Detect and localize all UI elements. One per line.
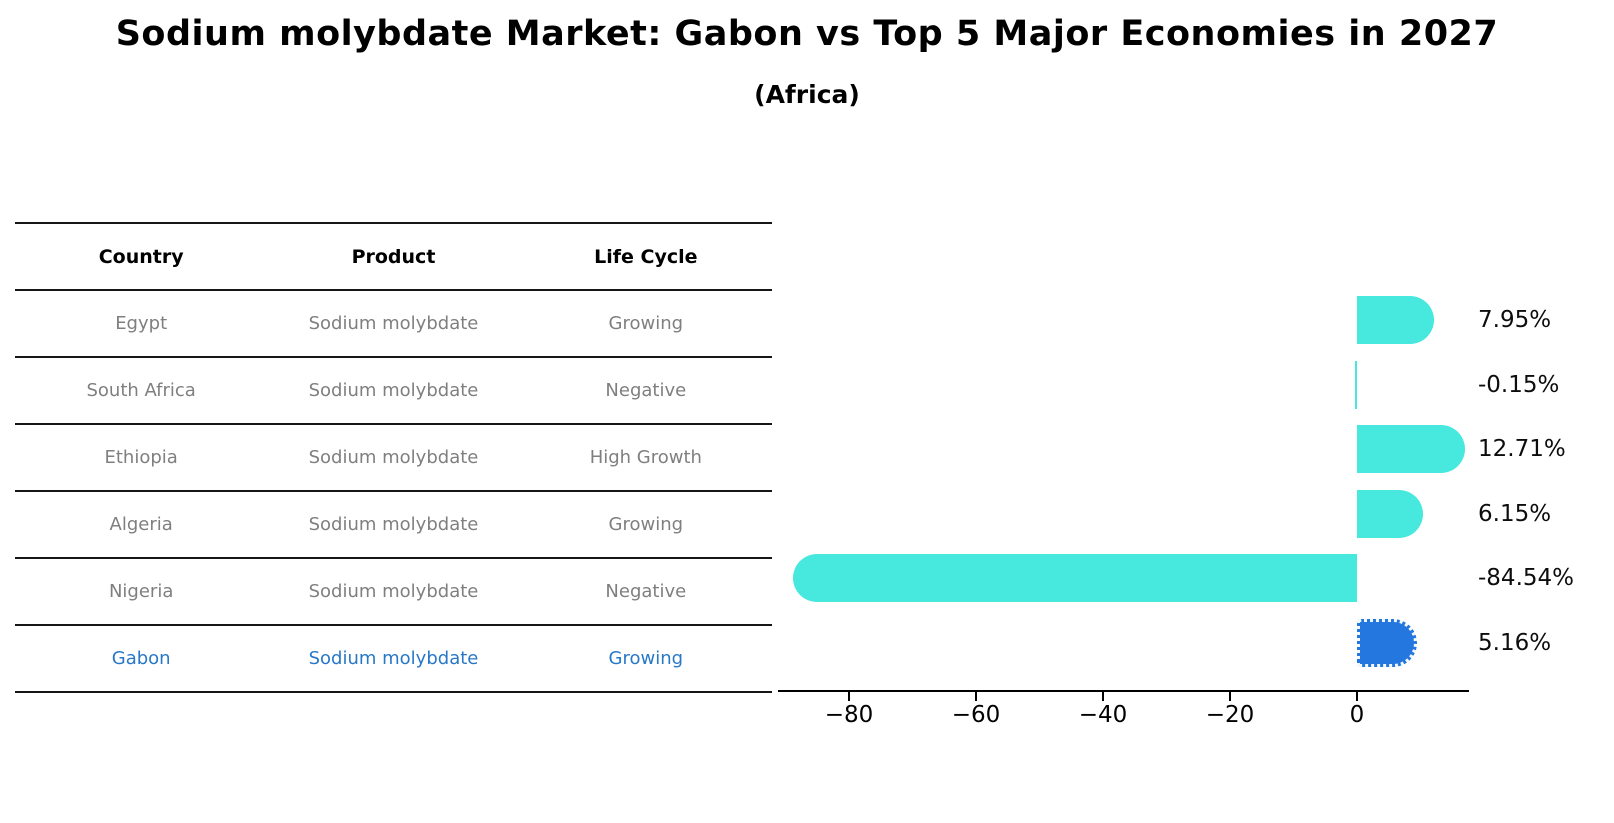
country-table: Country Product Life Cycle Egypt Sodium … — [15, 222, 772, 693]
cell-life-cycle: Growing — [608, 313, 684, 334]
column-header-country: Country — [98, 245, 184, 268]
cell-product: Sodium molybdate — [308, 447, 479, 468]
table-row: Ethiopia Sodium molybdate High Growth — [15, 423, 772, 490]
cell-life-cycle: Negative — [605, 581, 687, 602]
value-label-ethiopia: 12.71% — [1478, 436, 1566, 462]
x-axis — [778, 690, 1469, 692]
bar-south-africa — [1355, 360, 1357, 409]
table-bottom-rule — [15, 691, 772, 693]
x-axis-tick-label: −40 — [1078, 702, 1128, 728]
cell-product: Sodium molybdate — [308, 380, 479, 401]
table-row: Nigeria Sodium molybdate Negative — [15, 557, 772, 624]
table-row: South Africa Sodium molybdate Negative — [15, 356, 772, 423]
x-axis-tick-label: 0 — [1349, 702, 1365, 728]
value-label-algeria: 6.15% — [1478, 500, 1552, 527]
table-row: Algeria Sodium molybdate Growing — [15, 490, 772, 557]
x-axis-tick-label: −20 — [1205, 702, 1255, 728]
chart-subtitle: (Africa) — [754, 80, 860, 109]
cell-country: Gabon — [111, 648, 171, 669]
bar-egypt — [1357, 296, 1435, 344]
cell-product: Sodium molybdate — [308, 648, 479, 669]
bar-algeria — [1357, 489, 1424, 538]
cell-product: Sodium molybdate — [308, 581, 479, 602]
cell-product: Sodium molybdate — [308, 313, 479, 334]
value-label-egypt: 7.95% — [1478, 307, 1552, 333]
table-row: Egypt Sodium molybdate Growing — [15, 289, 772, 356]
cell-product: Sodium molybdate — [308, 514, 479, 535]
cell-life-cycle: Growing — [608, 648, 684, 669]
table-row-gabon: Gabon Sodium molybdate Growing — [15, 624, 772, 691]
cell-life-cycle: High Growth — [589, 447, 702, 468]
table-header-row: Country Product Life Cycle — [15, 222, 772, 289]
chart-title: Sodium molybdate Market: Gabon vs Top 5 … — [115, 14, 1499, 54]
bar-ethiopia — [1357, 425, 1465, 473]
x-axis-tick — [1356, 691, 1358, 701]
x-axis-tick — [848, 691, 850, 701]
cell-life-cycle: Negative — [605, 380, 687, 401]
column-header-product: Product — [351, 245, 436, 268]
x-axis-tick — [1102, 691, 1104, 701]
column-header-life-cycle: Life Cycle — [594, 245, 698, 268]
value-label-south-africa: -0.15% — [1478, 371, 1560, 398]
x-axis-tick — [975, 691, 977, 701]
value-label-gabon: 5.16% — [1478, 629, 1552, 656]
cell-country: Nigeria — [108, 581, 174, 602]
x-axis-tick-label: −80 — [824, 702, 874, 728]
cell-country: South Africa — [86, 380, 196, 401]
bar-gabon — [1357, 618, 1417, 667]
bar-nigeria — [793, 554, 1357, 602]
cell-country: Algeria — [109, 514, 173, 535]
x-axis-tick-label: −60 — [951, 702, 1001, 728]
x-axis-tick — [1229, 691, 1231, 701]
value-label-nigeria: -84.54% — [1478, 565, 1574, 591]
cell-life-cycle: Growing — [608, 514, 684, 535]
cell-country: Ethiopia — [104, 447, 178, 468]
cell-country: Egypt — [115, 313, 168, 334]
